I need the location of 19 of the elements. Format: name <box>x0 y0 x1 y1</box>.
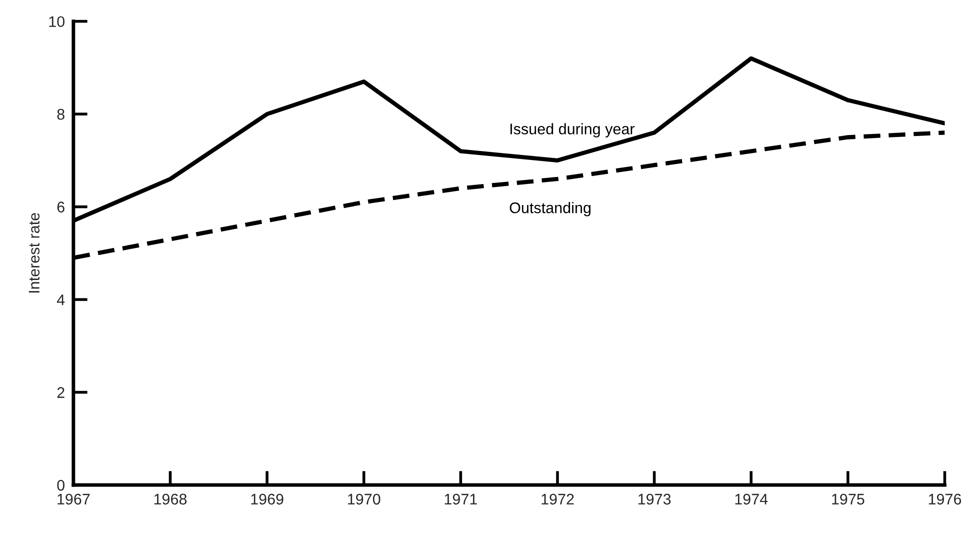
x-tick-label: 1976 <box>928 494 962 505</box>
y-tick-label: 6 <box>57 202 64 212</box>
x-tick-label: 1971 <box>444 494 477 505</box>
x-tick-label: 1970 <box>348 494 380 505</box>
y-tick-label: 0 <box>57 480 64 491</box>
y-tick-label: 2 <box>57 387 64 398</box>
x-tick-label: 1968 <box>154 494 187 505</box>
x-tick-label: 1967 <box>58 494 90 505</box>
y-tick-label: 4 <box>56 294 65 306</box>
y-tick-label: 10 <box>49 16 64 28</box>
y-tick-label: 8 <box>57 108 64 120</box>
x-tick-label: 1973 <box>638 494 671 505</box>
x-tick-label: 1974 <box>735 494 768 505</box>
x-tick-label: 1975 <box>832 494 864 505</box>
x-tick-label: 1969 <box>251 494 284 505</box>
y-axis-title: Interest rate <box>28 213 40 293</box>
x-tick-label: 1972 <box>542 494 574 505</box>
series-label: Issued during year <box>510 123 635 138</box>
series-label: Outstanding <box>510 202 590 216</box>
